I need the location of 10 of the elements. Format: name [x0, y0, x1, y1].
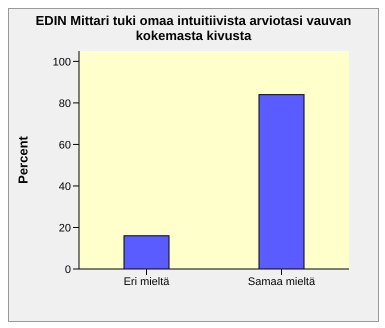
y-tick-label: 80	[58, 98, 71, 110]
y-tick-label: 60	[58, 139, 71, 152]
y-axis-title: Percent	[16, 135, 31, 184]
chart-title: EDIN Mittari tuki omaa intuitiivista arviotasi vauvan kokemasta kivusta	[34, 12, 352, 43]
y-tick-label: 40	[58, 180, 71, 193]
x-tick-label: Samaa mieltä	[248, 276, 316, 288]
x-tick-label: Eri mieltä	[124, 276, 170, 288]
y-tick-label: 100	[52, 56, 71, 68]
y-tick-label: 0	[64, 264, 71, 276]
y-tick-label: 20	[58, 222, 71, 234]
